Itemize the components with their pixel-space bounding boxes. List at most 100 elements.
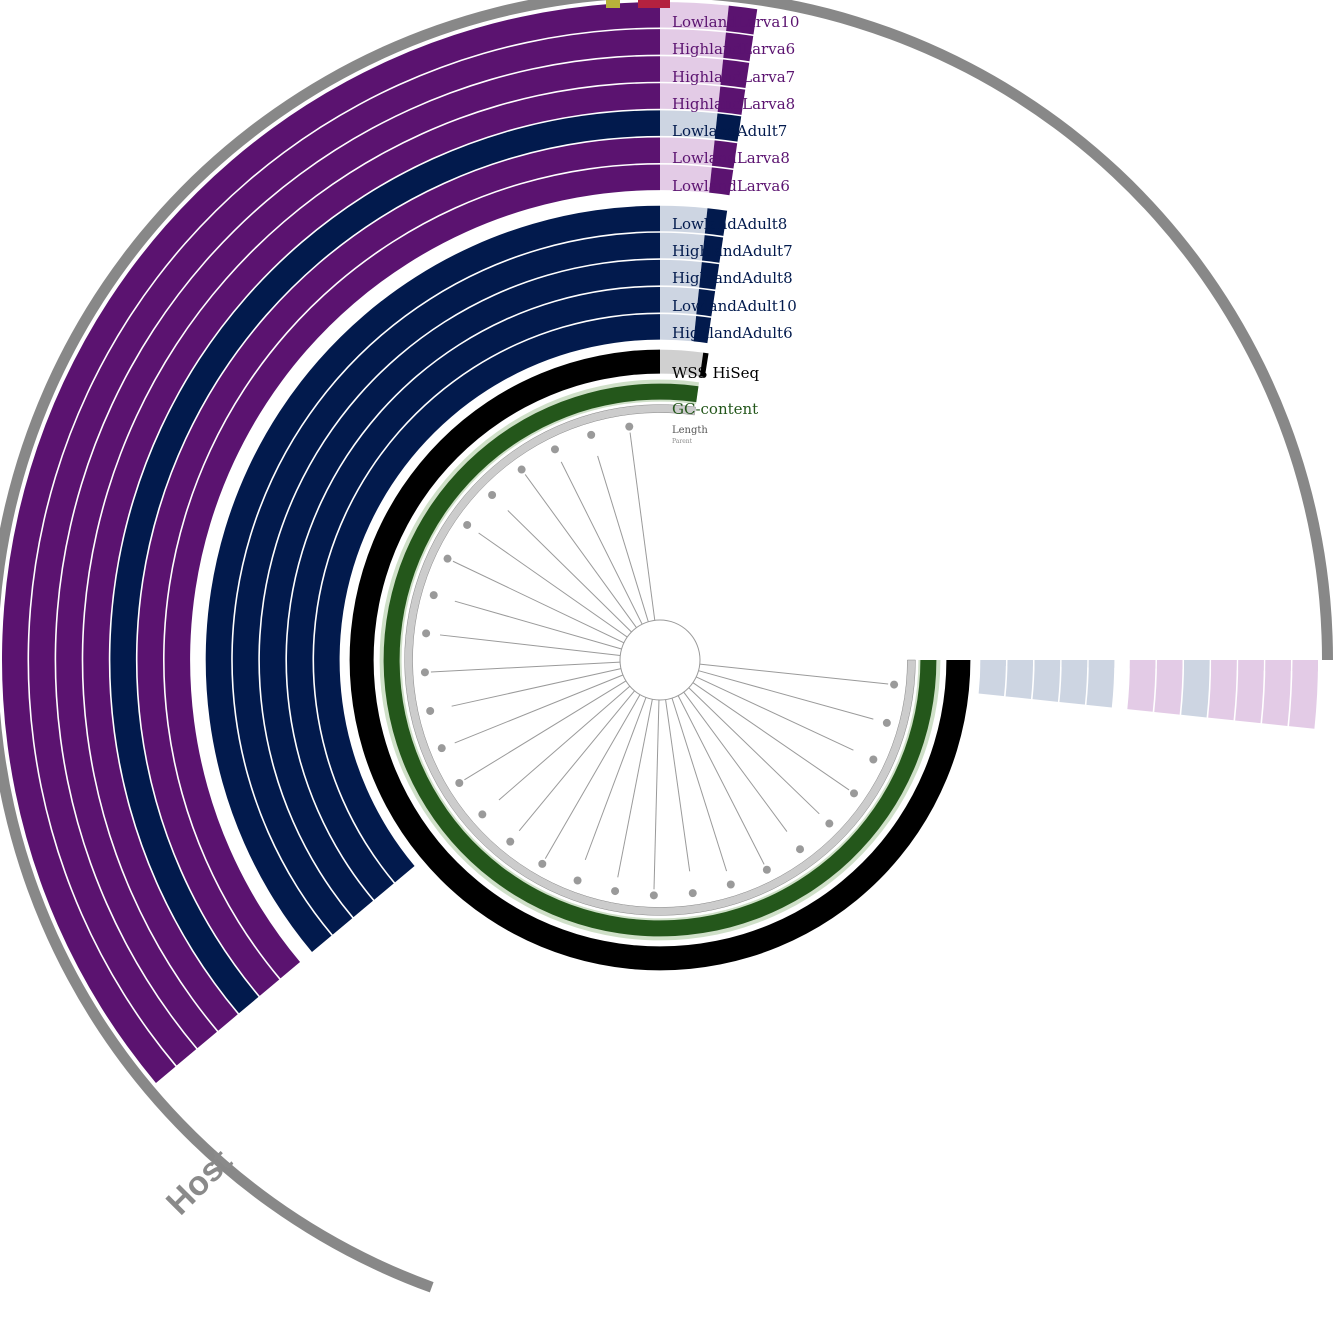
ring-ladult7-startlight: [1181, 660, 1210, 718]
ring-ladult8-startlight: [1086, 660, 1115, 708]
tree-leaf: [882, 718, 891, 727]
tree-leaf: [796, 845, 805, 854]
label-length: Length: [672, 425, 708, 436]
tree-branch: [507, 510, 632, 633]
ring-hlarva6-startlight: [1262, 660, 1291, 726]
ring-llarva6-startlight: [1127, 660, 1156, 712]
tree-leaf: [625, 422, 634, 431]
ring-hadult6-main: [314, 314, 660, 883]
ring-hlarva6-end: [723, 32, 754, 62]
tree-branch: [653, 699, 660, 890]
ring-ladult10-end: [696, 289, 716, 317]
label-lowlandadult7: LowlandAdult7: [672, 122, 787, 140]
ring-llarva6-light: [659, 164, 712, 193]
tree-branch: [584, 697, 647, 861]
tree-branch: [699, 663, 889, 685]
tree-branch: [629, 432, 656, 621]
tree-leaf: [573, 876, 582, 885]
tree-leaf: [422, 629, 431, 638]
tree-leaf: [890, 680, 899, 689]
ring-hadult7-main: [232, 232, 660, 935]
tree-leaf: [429, 591, 438, 600]
tree-leaf: [488, 491, 497, 500]
bin-red-mark: [638, 0, 670, 8]
host-bin-label: Host: [159, 1142, 239, 1222]
ring-hadult8-light: [659, 259, 702, 288]
ring-hadult7-startlight: [1059, 660, 1088, 705]
tree-leaf: [869, 755, 878, 764]
tree-leaf: [538, 859, 547, 868]
tree-branch: [454, 600, 622, 650]
tree-leaf: [762, 865, 771, 874]
ring-ladult10-light: [659, 287, 699, 315]
ring-hlarva7-light: [659, 56, 724, 85]
ring-ladult8-end: [704, 208, 728, 236]
tree-leaf: [506, 837, 515, 846]
label-gc-content: GC-content: [672, 400, 758, 418]
tree-leaf: [825, 819, 834, 828]
tree-leaf: [611, 887, 620, 896]
ring-ladult7-end: [714, 113, 742, 142]
ring-hlarva7-startlight: [1235, 660, 1264, 724]
tree-leaf: [726, 880, 735, 889]
tree-leaf: [688, 889, 697, 898]
ring-llarva8-end: [711, 140, 738, 169]
ring-hlarva6-light: [659, 29, 726, 58]
ring-hlarva8-end: [717, 86, 746, 115]
tree-leaf: [587, 430, 596, 439]
tree-branch: [597, 455, 649, 622]
ring-llarva6-main: [164, 164, 660, 979]
label-highlandadult6: HighlandAdult6: [672, 324, 793, 342]
ring-gc-main: [383, 383, 937, 937]
tree-branch: [439, 634, 621, 656]
tree-leaf: [455, 778, 464, 787]
label-lowlandadult8: LowlandAdult8: [672, 215, 787, 233]
ring-hadult7-end: [701, 235, 724, 263]
tree-branch: [544, 694, 641, 859]
ring-ladult10-startlight: [1005, 660, 1033, 699]
ring-wss-end: [699, 352, 709, 378]
tree-branch: [464, 680, 627, 781]
ring-ladult7-light: [659, 110, 718, 139]
ring-hadult8-main: [259, 259, 660, 918]
ring-wss-main: [349, 349, 971, 971]
label-highlandlarva7: HighlandLarva7: [672, 68, 795, 86]
ring-llarva8-startlight: [1154, 660, 1183, 715]
tree-leaf: [420, 668, 429, 677]
ring-hadult6-light: [659, 314, 697, 342]
ring-ladult8-light: [659, 205, 708, 234]
ring-hadult8-startlight: [1032, 660, 1061, 702]
ring-larva10-startlight: [1289, 660, 1318, 729]
label-wss-hiseq: WSS HiSeq: [672, 364, 760, 382]
tree-branch: [430, 661, 621, 673]
ring-hlarva7-end: [720, 59, 750, 89]
tree-leaf: [478, 810, 487, 819]
tree-branch: [478, 532, 628, 638]
ring-ladult10-main: [287, 287, 660, 900]
tree-branch: [692, 682, 850, 791]
tree-leaf: [426, 706, 435, 715]
tree-branch: [454, 674, 624, 744]
coverage-rings: [0, 0, 1333, 1293]
label-highlandlarva6: HighlandLarva6: [672, 40, 795, 58]
bin-olive-mark: [606, 0, 620, 8]
ring-hadult7-light: [659, 232, 705, 261]
tree-branch: [560, 461, 643, 625]
tree-branch: [698, 670, 874, 720]
tree-branch: [452, 560, 625, 644]
label-lowlandlarva6: LowlandLarva6: [672, 177, 790, 195]
tree-leaf: [443, 554, 452, 563]
ring-wss-light: [660, 349, 704, 377]
label-parent: Parent: [672, 438, 693, 445]
ring-hlarva8-startlight: [1208, 660, 1237, 721]
ring-llarva6-end: [709, 167, 734, 196]
label-lowlandlarva8: LowlandLarva8: [672, 149, 790, 167]
ring-larva10-light: [659, 2, 729, 31]
ring-ladult8-main: [205, 205, 660, 953]
label-highlandlarva8: HighlandLarva8: [672, 95, 795, 113]
tree-branch: [683, 691, 788, 832]
tree-branch: [677, 695, 765, 865]
tree-leaf: [463, 520, 472, 529]
ring-llarva8-light: [659, 137, 715, 166]
